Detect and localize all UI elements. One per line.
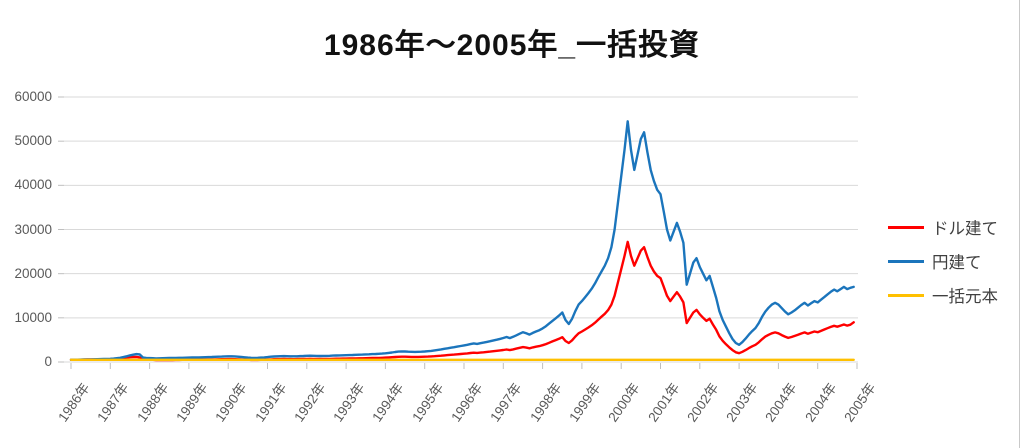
legend-item-yen: 円建て	[888, 250, 998, 272]
blue-line-swatch-icon	[888, 259, 924, 263]
y-axis-label: 40000	[14, 177, 52, 193]
legend: ドル建て 円建て 一括元本	[888, 216, 998, 318]
legend-label: 円建て	[932, 254, 982, 272]
legend-item-dollar: ドル建て	[888, 216, 998, 238]
y-axis-label: 0	[44, 354, 52, 369]
chart-title: 1986年～2005年_一括投資	[323, 29, 701, 62]
yellow-line-swatch-icon	[888, 293, 924, 297]
y-axis-label: 10000	[14, 309, 52, 325]
series-line-円建て	[69, 120, 855, 361]
legend-label: 一括元本	[932, 288, 998, 306]
right-border-line	[1019, 0, 1020, 448]
y-axis-label: 20000	[14, 265, 52, 281]
y-axis-label: 50000	[14, 133, 52, 149]
red-line-swatch-icon	[888, 225, 924, 229]
legend-item-principal: 一括元本	[888, 284, 998, 306]
y-axis-label: 60000	[14, 89, 52, 104]
legend-label: ドル建て	[932, 220, 998, 238]
y-axis-label: 30000	[14, 221, 52, 237]
